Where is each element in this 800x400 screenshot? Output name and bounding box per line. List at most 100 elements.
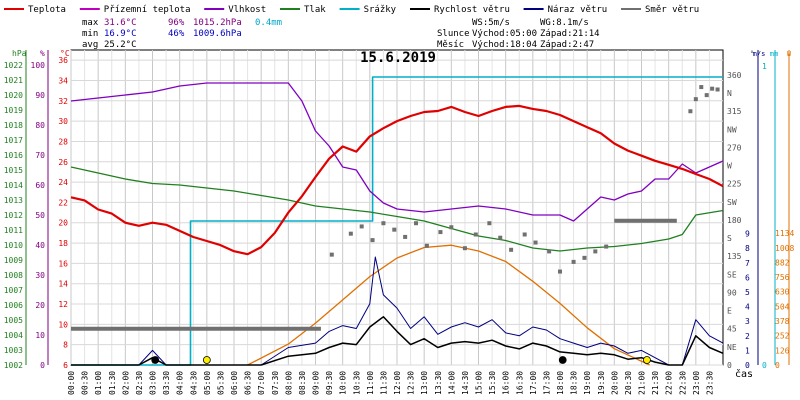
y-tick-temp: 22 — [58, 198, 68, 207]
series-rychlost-vtru — [71, 316, 724, 366]
x-tick-label: 17:30 — [542, 371, 551, 395]
legend-label: Náraz větru — [548, 5, 608, 15]
y-tick-temp: 26 — [58, 158, 68, 167]
legend-label: Srážky — [364, 5, 397, 15]
wind-direction-point — [509, 247, 514, 252]
y-tick-pct: 50 — [35, 211, 45, 220]
wind-direction-point — [604, 244, 609, 249]
y-tick-hpa: 1005 — [4, 316, 23, 325]
wind-direction-point — [571, 259, 576, 264]
y-tick-hpa: 1013 — [4, 196, 23, 205]
x-tick-label: 02:00 — [121, 371, 130, 395]
wind-direction-point — [329, 252, 334, 257]
y-tick-pct: 60 — [35, 181, 45, 190]
x-tick-label: 19:00 — [583, 371, 592, 395]
y-tick-pct: 0 — [40, 361, 45, 370]
info-moonset: Západ:2:47 — [540, 40, 594, 50]
series-vlhkost — [70, 82, 724, 222]
x-tick-label: 14:30 — [461, 371, 470, 395]
legend-label: Vlhkost — [228, 5, 266, 15]
x-tick-label: 07:30 — [271, 371, 280, 395]
y-tick-dir: 90 — [727, 288, 737, 297]
x-tick-label: 20:30 — [624, 371, 633, 395]
wind-direction-point — [473, 232, 478, 237]
info-ws: WS:5m/s — [472, 18, 510, 28]
y-tick-dir: SE — [727, 270, 737, 279]
wind-direction-point — [582, 255, 587, 260]
y-tick-ms: 7 — [745, 259, 750, 268]
y-tick-ms: 1 — [745, 346, 750, 355]
y-tick-hpa: 1002 — [4, 361, 23, 370]
y-tick-ms: 6 — [745, 273, 750, 282]
marker-sunrise — [202, 356, 211, 364]
stat-max-rain: 0.4mm — [255, 18, 282, 28]
y-tick-temp: 20 — [58, 219, 68, 228]
y-tick-w: 756 — [775, 273, 790, 282]
y-tick-hpa: 1012 — [4, 211, 23, 220]
y-axis-label-temp: °C — [60, 49, 70, 58]
x-tick-label: 03:00 — [149, 371, 158, 395]
chart-axes: 00:00 00:30 01:00 01:30 02:00 02:30 03:00 03:30… — [4, 49, 795, 395]
stat-max-press: 1015.2hPa — [193, 18, 242, 28]
y-tick-dir: 135 — [727, 252, 742, 261]
x-tick-label: 07:00 — [257, 371, 266, 395]
chart-legend: Teplota Přízemní teplota Vlhkost Tlak Srážky… — [4, 5, 699, 15]
wind-direction-point — [704, 93, 709, 98]
y-tick-dir: 45 — [727, 325, 737, 334]
x-tick-label: 03:30 — [162, 371, 171, 395]
y-tick-hpa: 1014 — [4, 181, 23, 190]
x-tick-label: 18:30 — [570, 371, 579, 395]
stat-max-temp: 31.6°C — [104, 18, 137, 28]
x-tick-label: 01:30 — [108, 371, 117, 395]
wind-direction-point — [699, 85, 704, 90]
y-tick-temp: 34 — [58, 76, 68, 85]
wind-direction-point — [593, 249, 598, 254]
y-axis-label-ms: m/s — [753, 50, 766, 58]
y-tick-temp: 8 — [63, 341, 68, 350]
y-tick-temp: 16 — [58, 259, 68, 268]
chart-plot-area — [70, 76, 724, 366]
y-tick-pct: 90 — [35, 91, 45, 100]
y-tick-dir: 315 — [727, 107, 742, 116]
x-tick-label: 17:00 — [529, 371, 538, 395]
x-tick-label: 14:00 — [447, 371, 456, 395]
x-tick-label: 12:30 — [407, 371, 416, 395]
info-moon-label: Měsíc — [437, 40, 464, 50]
info-wg: WG:8.1m/s — [540, 18, 589, 28]
y-tick-dir: 225 — [727, 180, 742, 189]
y-tick-hpa: 1006 — [4, 301, 23, 310]
x-tick-label: 01:00 — [94, 371, 103, 395]
y-tick-dir: W — [727, 162, 732, 171]
wind-direction-point — [710, 86, 715, 91]
chart-info: WS:5m/s WG:8.1m/s Slunce Východ:05:00 Zá… — [437, 18, 600, 50]
y-tick-temp: 30 — [58, 117, 68, 126]
y-tick-mm: 1 — [762, 62, 767, 71]
x-tick-label: 04:00 — [176, 371, 185, 395]
x-tick-label: 23:30 — [705, 371, 714, 395]
y-tick-hpa: 1018 — [4, 121, 23, 130]
x-tick-label: 13:30 — [434, 371, 443, 395]
x-tick-label: 06:30 — [244, 371, 253, 395]
wind-direction-point — [498, 235, 503, 240]
x-tick-label: 18:00 — [556, 371, 565, 395]
marker-sunset — [643, 356, 651, 364]
info-moonrise: Východ:18:04 — [472, 40, 537, 50]
y-tick-pct: 20 — [35, 301, 45, 310]
x-tick-label: 13:00 — [420, 371, 429, 395]
info-sun-label: Slunce — [437, 29, 470, 39]
y-tick-hpa: 1011 — [4, 226, 23, 235]
wind-direction-point — [693, 97, 698, 102]
y-tick-temp: 12 — [58, 300, 68, 309]
y-tick-hpa: 1022 — [4, 61, 23, 70]
marker-moon — [558, 356, 567, 364]
y-tick-hpa: 1009 — [4, 256, 23, 265]
series-teplota — [70, 104, 724, 256]
y-tick-dir: 0 — [727, 361, 732, 370]
y-tick-ms: 8 — [745, 244, 750, 253]
y-tick-hpa: 1021 — [4, 76, 23, 85]
wind-direction-point — [688, 109, 693, 114]
y-tick-hpa: 1010 — [4, 241, 23, 250]
info-sunrise: Východ:05:00 — [472, 29, 537, 39]
y-tick-hpa: 1015 — [4, 166, 23, 175]
x-tick-label: 23:00 — [692, 371, 701, 395]
